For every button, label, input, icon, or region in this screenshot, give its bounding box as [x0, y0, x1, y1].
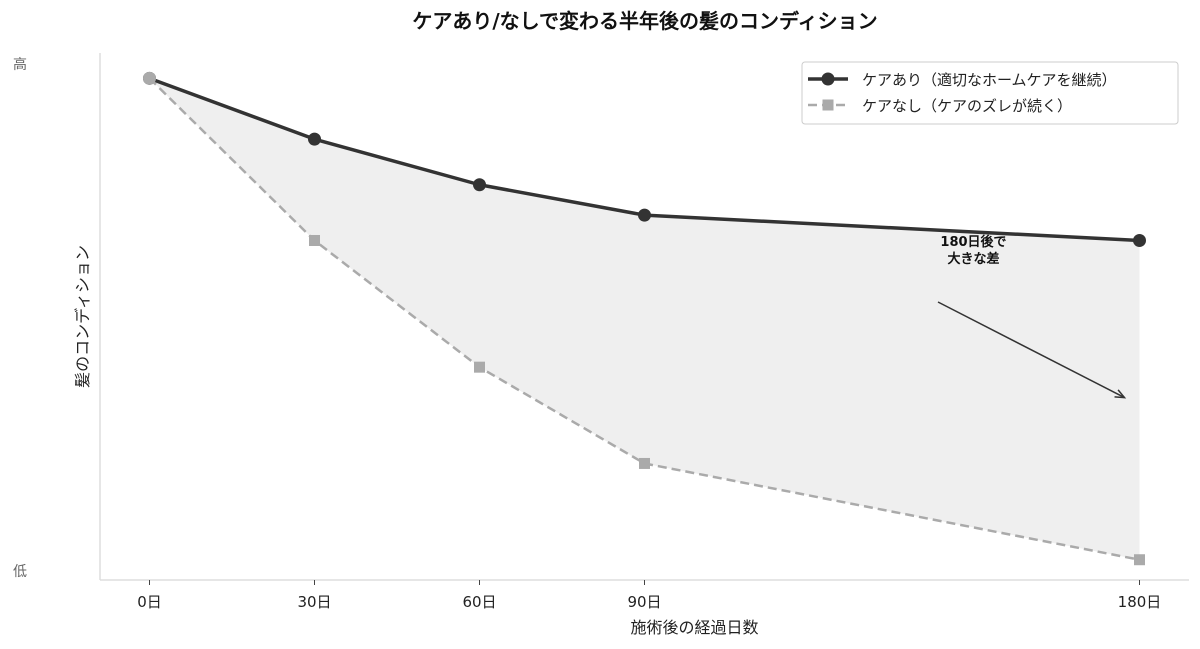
chart-title: ケアあり/なしで変わる半年後の髪のコンディション — [412, 9, 877, 33]
y-tick-label: 低 — [13, 564, 27, 580]
y-tick-label: 高 — [13, 56, 27, 73]
care-point — [638, 208, 651, 222]
legend: ケアあり（適切なホームケアを継続） ケアなし（ケアのズレが続く） — [801, 61, 1179, 125]
difference-fill — [149, 78, 1140, 560]
care-point — [473, 178, 486, 192]
care-point — [308, 132, 321, 146]
no-care-point — [474, 361, 485, 373]
x-tick-label: 180日 — [1118, 593, 1162, 611]
x-tick-label: 0日 — [137, 593, 162, 611]
annotation-text: 大きな差 — [947, 251, 999, 267]
no-care-point — [143, 71, 156, 85]
care-point — [1133, 233, 1146, 247]
arrow-head-icon — [1114, 389, 1127, 399]
legend-square-icon — [822, 99, 834, 111]
y-axis-label: 髪のコンディション — [73, 245, 92, 388]
legend-box — [801, 61, 1179, 125]
legend-circle-icon — [821, 72, 835, 86]
x-tick-label: 60日 — [462, 593, 496, 611]
annotation-arrow — [937, 301, 1125, 399]
annotation-text: 180日後で — [940, 234, 1006, 250]
no-care-point — [639, 457, 650, 469]
x-tick-label: 30日 — [297, 593, 331, 611]
legend-care-label: ケアあり（適切なホームケアを継続） — [862, 71, 1117, 89]
no-care-point — [1134, 554, 1145, 566]
no-care-point — [309, 234, 320, 246]
x-tick-label: 90日 — [627, 593, 661, 611]
legend-no-care-label: ケアなし（ケアのズレが続く） — [862, 97, 1072, 115]
x-axis-label: 施術後の経過日数 — [630, 618, 758, 637]
